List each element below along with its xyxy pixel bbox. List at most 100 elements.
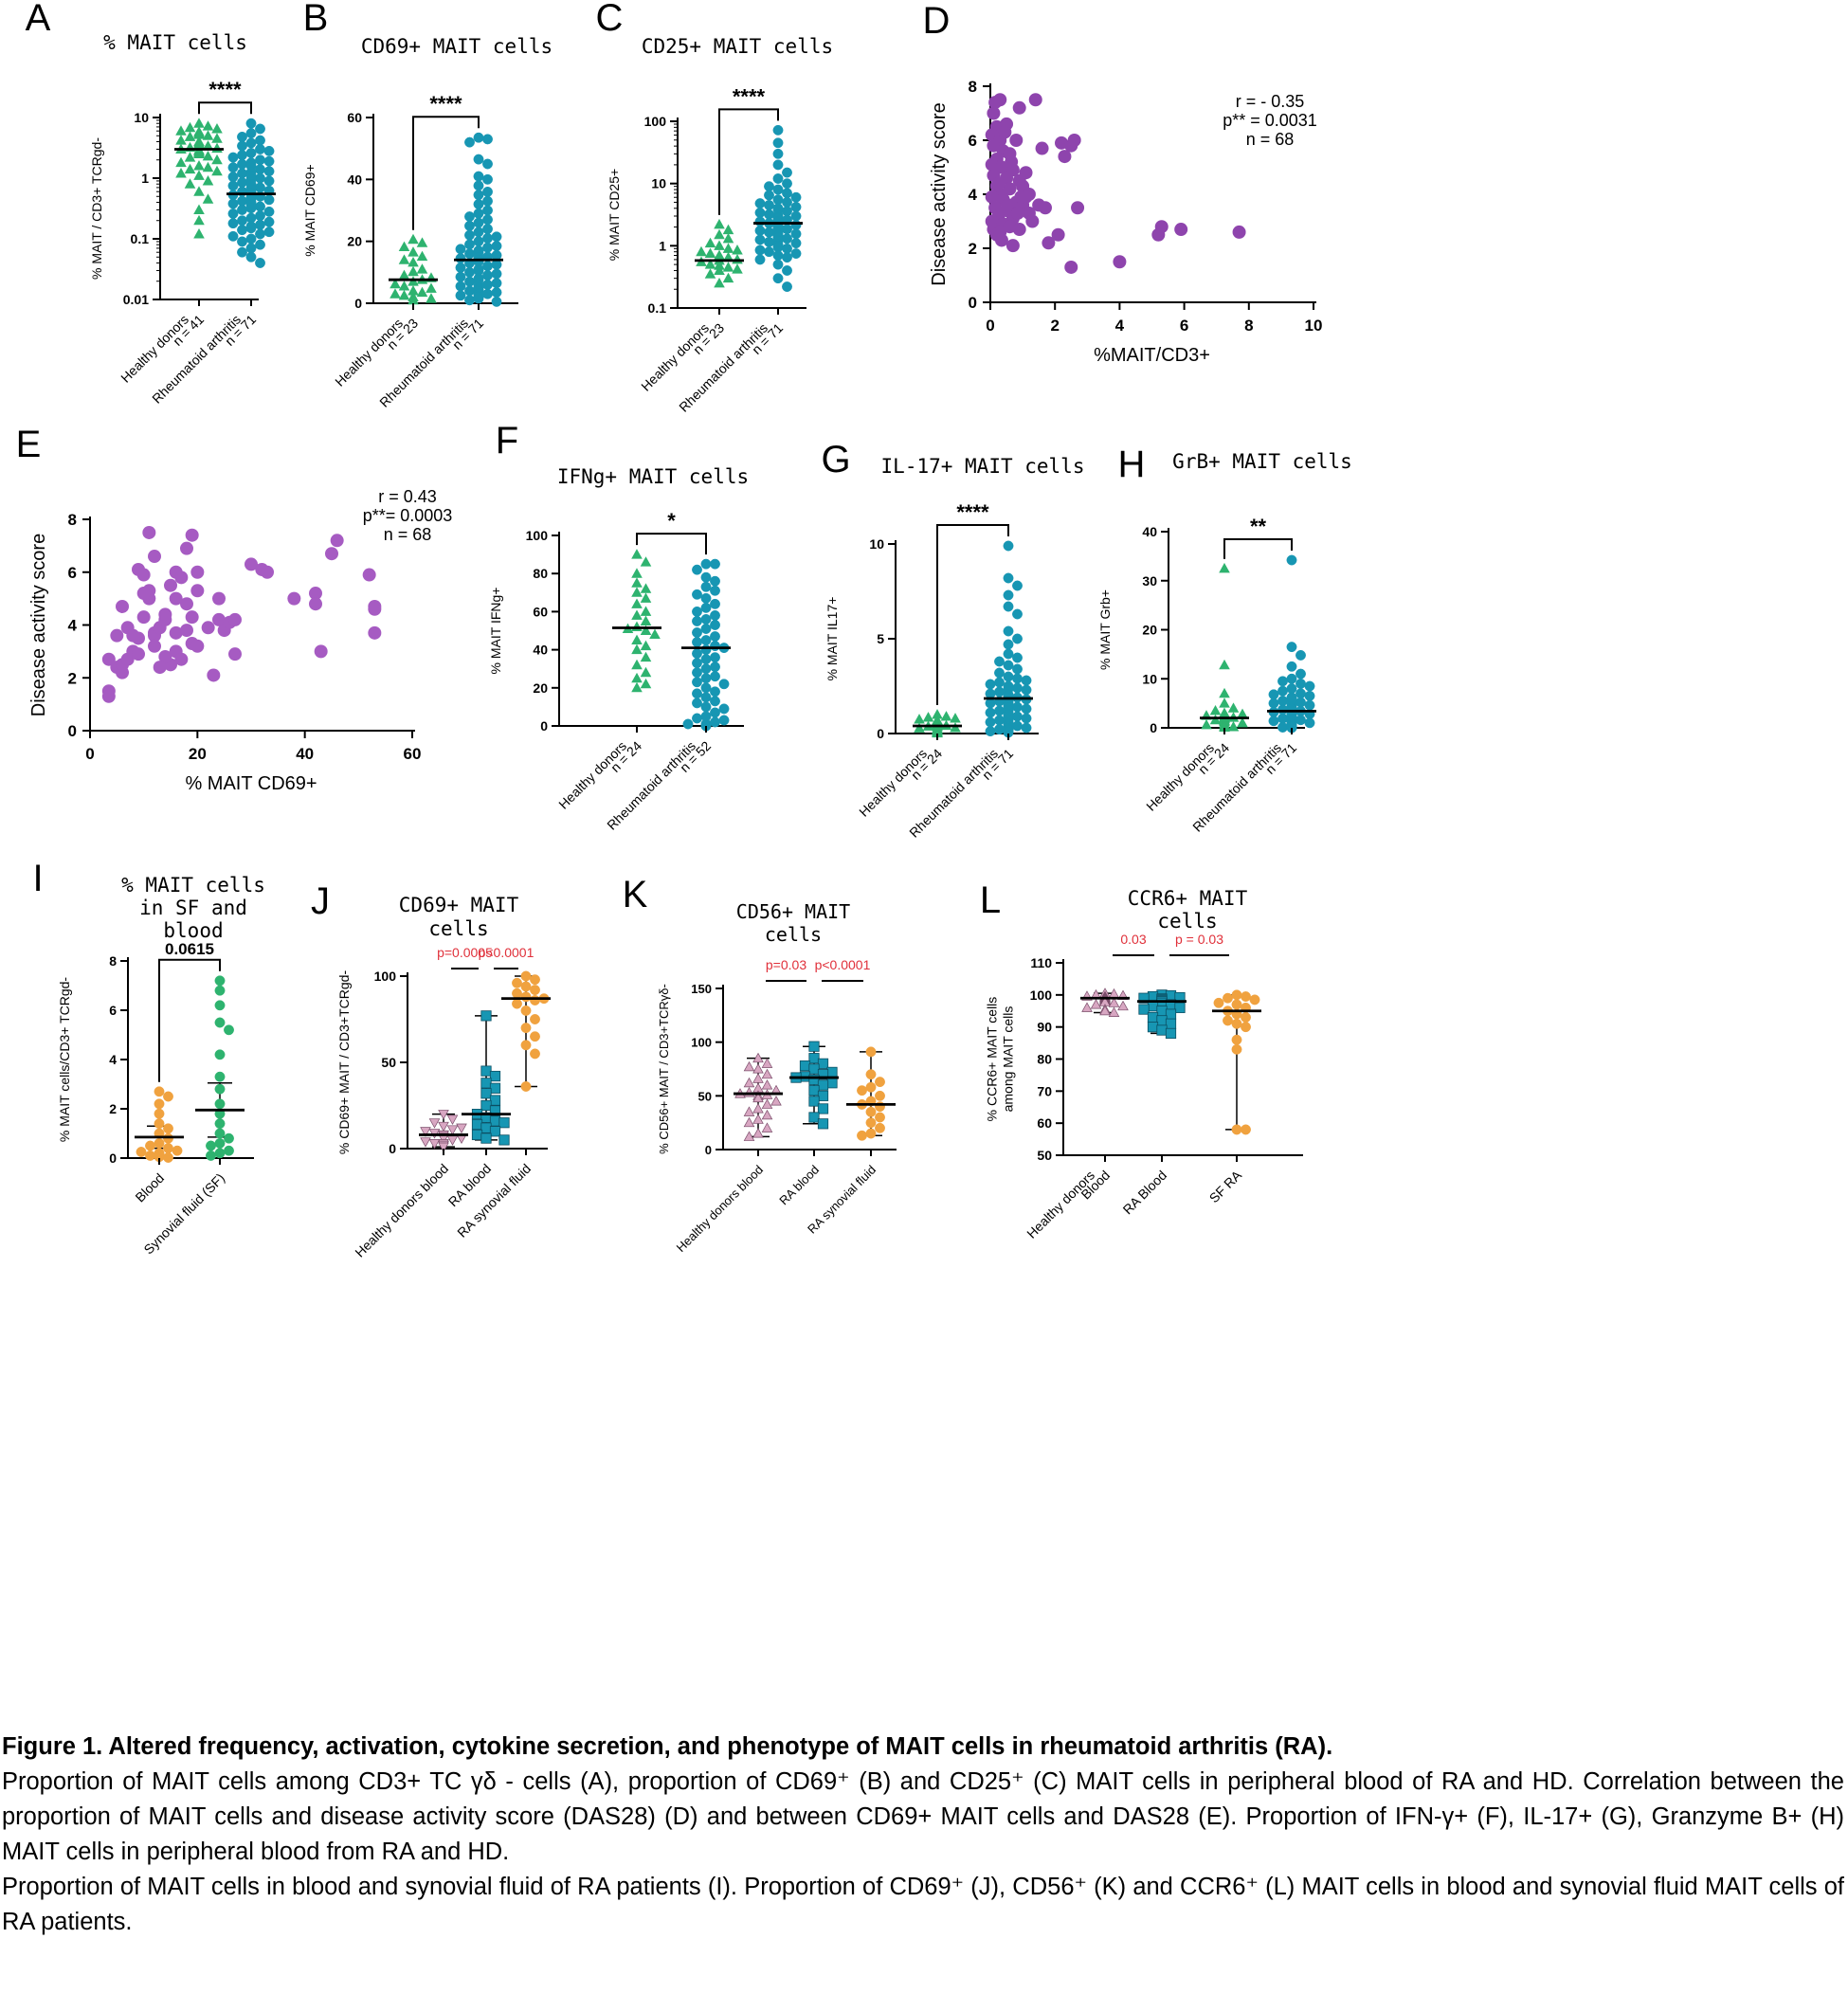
data-point: [1021, 722, 1032, 734]
y-tick-label: 100: [1030, 987, 1053, 1003]
data-point: [754, 245, 766, 256]
panel-letter: D: [923, 0, 951, 42]
data-point: [985, 679, 996, 690]
data-point: [255, 144, 265, 154]
data-point: [754, 207, 766, 218]
data-point: [263, 226, 275, 238]
data-point: [710, 652, 720, 663]
data-point: [764, 246, 774, 258]
data-point: [1038, 201, 1052, 215]
data-point: [438, 1142, 449, 1153]
data-point: [722, 272, 734, 283]
data-point: [704, 268, 716, 279]
data-point: [710, 707, 720, 718]
data-point: [722, 262, 734, 272]
data-point: [408, 265, 419, 277]
data-point: [772, 159, 784, 171]
data-point: [512, 998, 522, 1009]
chart-title: cells: [428, 917, 488, 940]
data-point: [764, 208, 774, 220]
data-point: [1003, 660, 1014, 671]
data-point: [180, 541, 193, 555]
data-point: [782, 265, 792, 276]
data-point: [110, 628, 124, 643]
data-point: [184, 178, 196, 189]
data-point: [255, 172, 265, 184]
data-point: [237, 246, 247, 258]
data-point: [416, 263, 428, 274]
panel-letter: F: [496, 420, 518, 462]
data-point: [145, 1150, 155, 1161]
data-point: [255, 135, 265, 146]
y-axis-label: % MAIT cells/CD3+ TCRgd-: [57, 977, 72, 1142]
y-tick-label: 0.1: [131, 231, 150, 246]
data-point: [390, 288, 401, 299]
data-point: [473, 208, 484, 219]
y-axis-label: % CCR6+ MAIT cells: [985, 997, 1000, 1122]
data-point: [761, 1109, 773, 1120]
y-tick-label: 10: [134, 110, 149, 125]
y-tick-label: 50: [1037, 1148, 1052, 1163]
data-point: [640, 606, 652, 616]
data-point: [1304, 680, 1315, 692]
data-point: [1156, 1015, 1168, 1026]
data-point: [1090, 999, 1102, 1009]
y-axis-label: % MAIT Grb+: [1097, 589, 1113, 670]
data-point: [710, 609, 720, 621]
data-point: [817, 1103, 829, 1114]
data-point: [700, 613, 712, 625]
data-point: [994, 686, 1005, 698]
data-point: [455, 271, 466, 282]
data-point: [1174, 1002, 1186, 1013]
data-point: [1304, 690, 1315, 701]
y-axis-label: % MAIT CD25+: [607, 169, 622, 261]
y-tick-label: 100: [644, 114, 667, 129]
data-point: [700, 624, 712, 634]
data-point: [692, 658, 702, 669]
data-point: [772, 184, 784, 195]
data-point: [136, 568, 151, 582]
chart-title: % MAIT cells: [103, 31, 247, 54]
significance-label: ****: [429, 92, 462, 116]
data-point: [227, 218, 239, 229]
stats-annotation: n = 68: [384, 525, 432, 544]
data-point: [640, 556, 652, 567]
data-point: [163, 1152, 173, 1163]
data-point: [631, 634, 643, 645]
data-point: [865, 1081, 877, 1093]
data-point: [464, 266, 475, 278]
significance-label: ****: [208, 78, 242, 101]
data-point: [1286, 683, 1297, 695]
x-tick-label: 60: [404, 745, 422, 763]
y-tick-label: 50: [381, 1055, 396, 1070]
data-point: [1003, 601, 1014, 612]
caption-title: Figure 1. Altered frequency, activation,…: [2, 1733, 1333, 1760]
data-point: [212, 612, 226, 626]
y-tick-label: 20: [347, 234, 362, 249]
data-point: [764, 190, 774, 201]
data-point: [631, 549, 643, 559]
data-point: [1268, 716, 1279, 727]
data-point: [782, 196, 792, 208]
significance-label: 0.03: [1120, 932, 1146, 947]
data-point: [228, 612, 242, 626]
x-tick-label: 6: [1180, 317, 1188, 335]
y-tick-label: 20: [1142, 623, 1157, 638]
data-point: [211, 142, 223, 154]
data-point: [480, 1099, 492, 1112]
data-point: [390, 278, 401, 289]
y-tick-label: 0: [109, 1151, 117, 1166]
data-point: [185, 610, 199, 625]
data-point: [227, 172, 239, 183]
data-point: [1003, 648, 1014, 660]
y-tick-label: 0.1: [648, 300, 667, 316]
data-point: [202, 175, 214, 186]
data-point: [530, 1048, 540, 1060]
data-point: [1021, 684, 1032, 696]
y-tick-label: 90: [1037, 1020, 1052, 1035]
data-point: [631, 621, 643, 631]
x-category-label: RA blood: [776, 1163, 822, 1208]
data-point: [1295, 649, 1306, 661]
